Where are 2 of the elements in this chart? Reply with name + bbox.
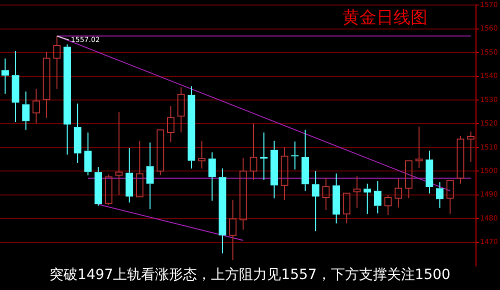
text: 突破1497上轨看涨形态，上方阻力见1557，下方支撑关注1500 (48, 266, 452, 284)
chart-title: 黄金日线图 (342, 7, 428, 29)
